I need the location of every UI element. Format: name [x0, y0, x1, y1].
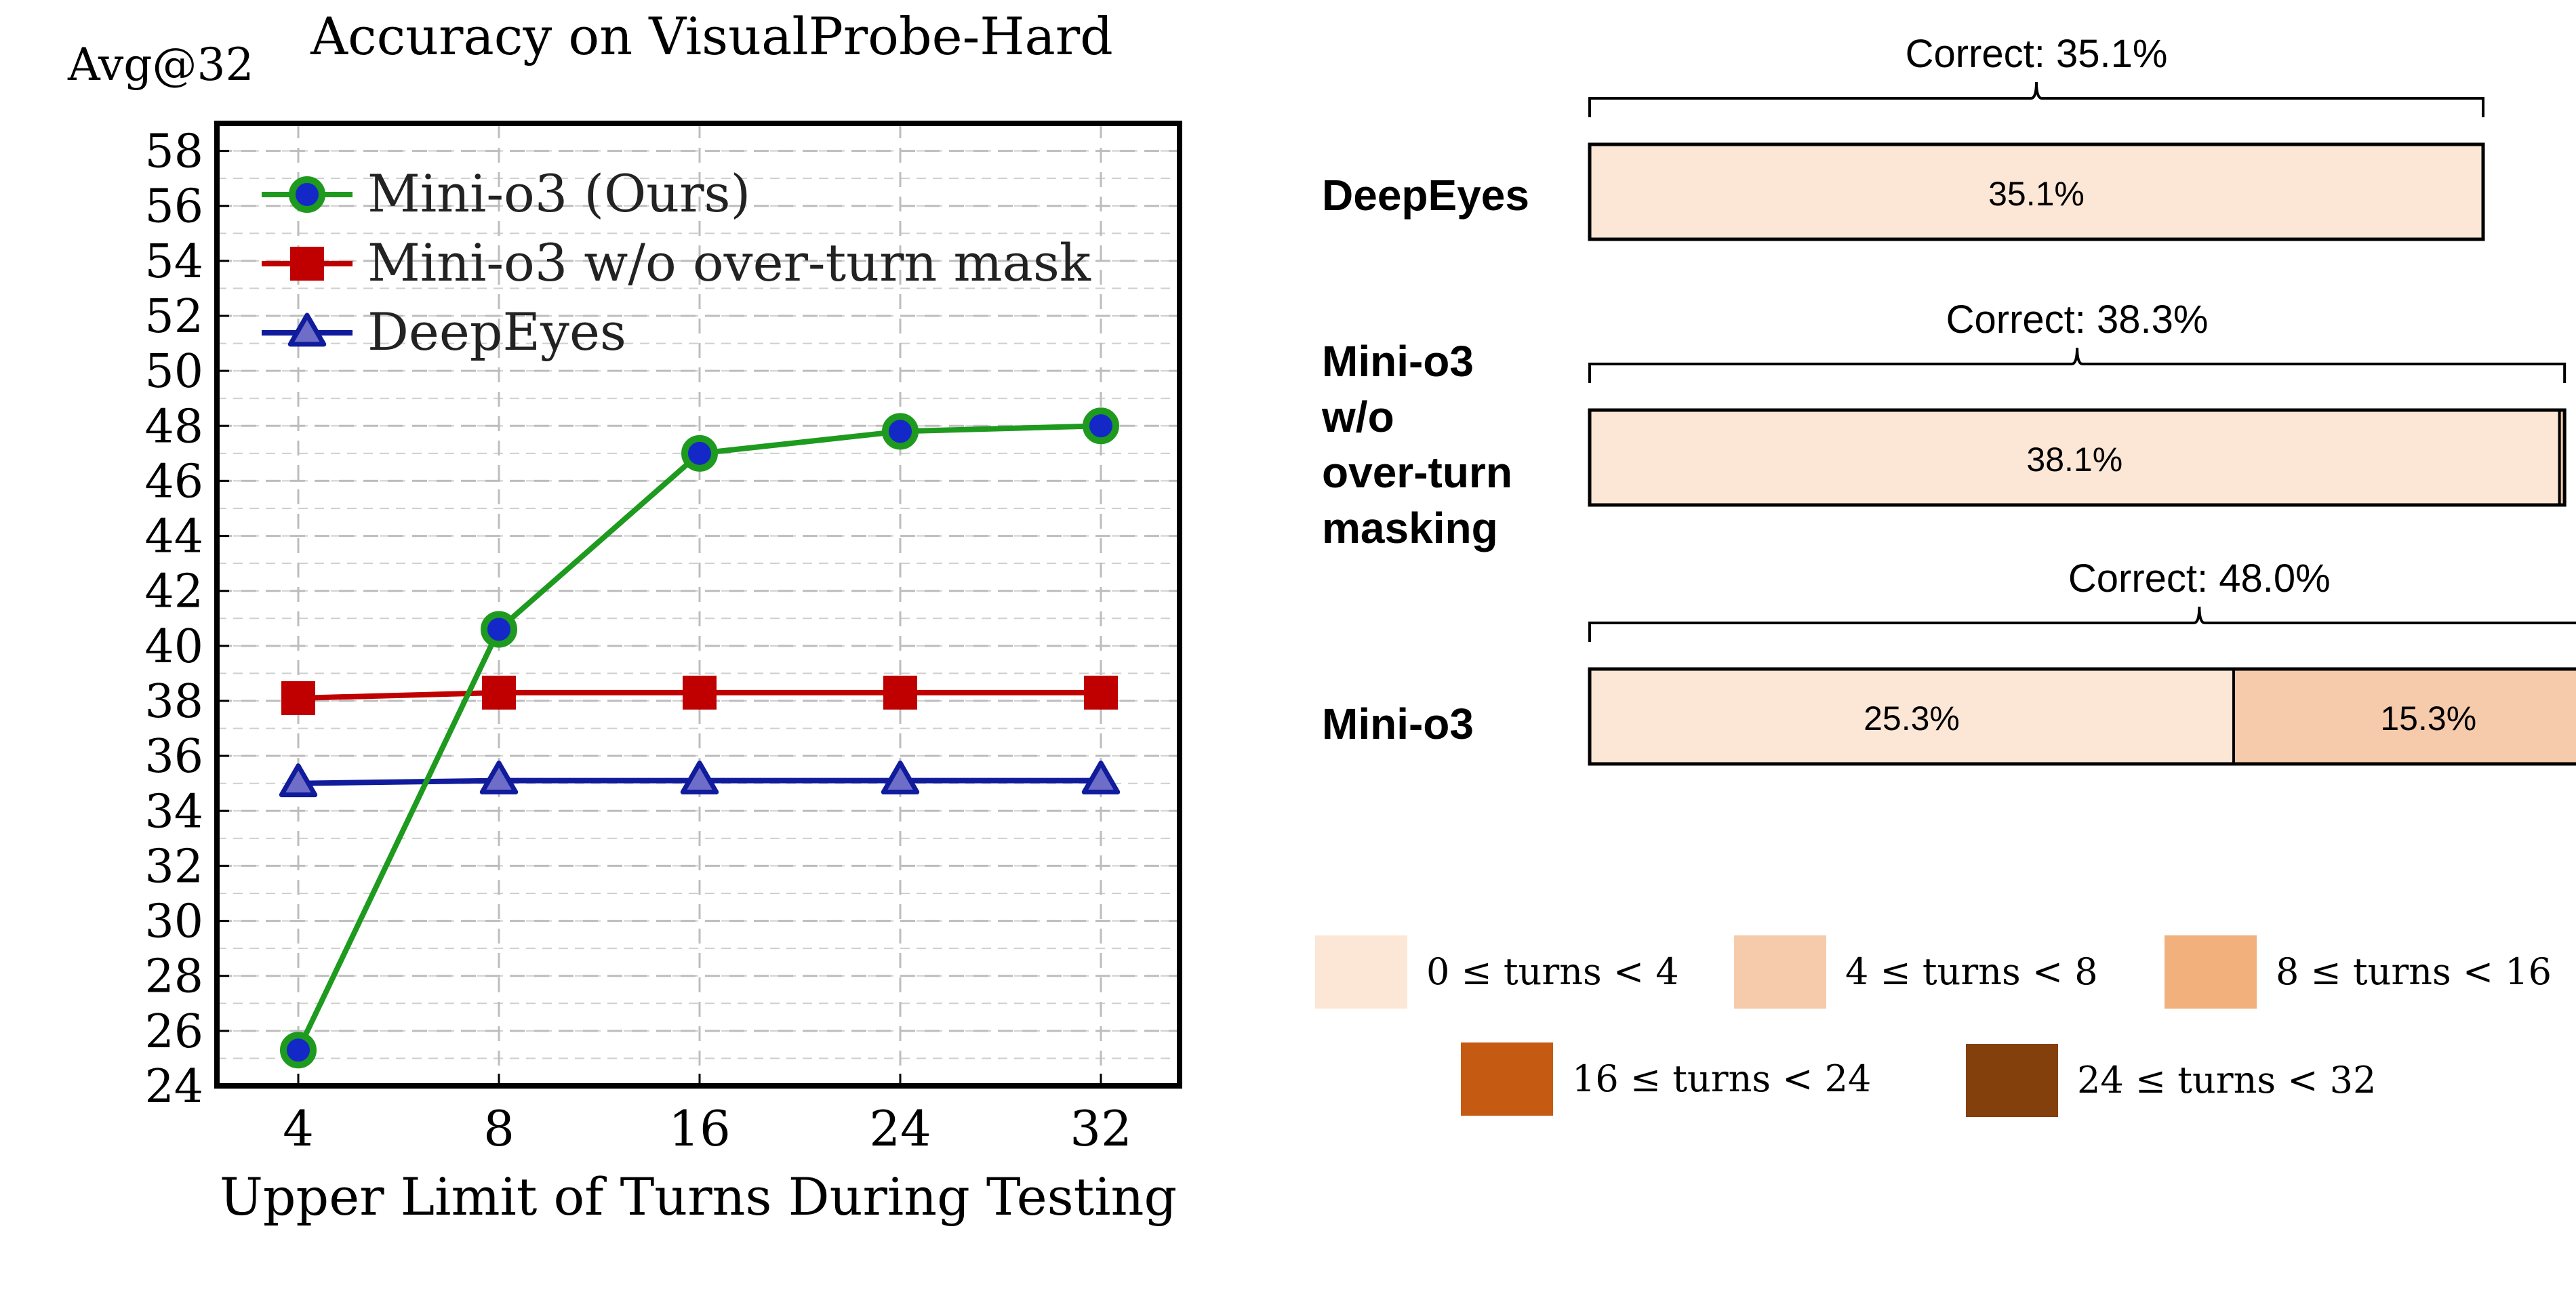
series-circle — [280, 407, 1119, 1069]
y-tick-label: 32 — [144, 840, 203, 893]
legend-marker — [289, 176, 325, 213]
y-tick-label: 48 — [144, 400, 203, 453]
bar-legend-item: 16 ≤ turns < 24 — [1461, 1042, 1871, 1116]
category-label: masking — [1322, 504, 1498, 552]
bar-legend-swatch — [1734, 935, 1826, 1009]
legend-label: DeepEyes — [367, 302, 626, 362]
y-tick-label: 46 — [144, 455, 203, 508]
y-tick-label: 24 — [144, 1060, 203, 1114]
y-tick-label: 34 — [144, 785, 203, 838]
bar-legend-swatch — [1461, 1042, 1553, 1116]
data-point — [883, 675, 917, 710]
segment-label: 25.3% — [1864, 700, 1960, 737]
data-point — [881, 761, 920, 795]
data-point — [683, 675, 717, 710]
series-lines — [279, 407, 1121, 1069]
y-tick-label: 42 — [144, 565, 203, 619]
legend-marker — [290, 247, 324, 281]
x-tick-label: 16 — [668, 1100, 731, 1157]
data-point — [280, 1032, 317, 1069]
category-label: w/o — [1321, 392, 1394, 441]
correct-label: Correct: 35.1% — [1906, 32, 2168, 76]
bar-legend-swatch — [2165, 935, 2257, 1009]
bar-legend-item: 4 ≤ turns < 8 — [1734, 935, 2098, 1009]
y-tick-label: 56 — [144, 180, 203, 234]
line-chart: Accuracy on VisualProbe-Hard Avg@32 2426… — [67, 6, 1182, 1227]
data-point — [281, 681, 315, 715]
legend-label: Mini-o3 (Ours) — [367, 163, 750, 224]
y-tick-label: 52 — [144, 290, 203, 344]
x-tick-label: 8 — [483, 1100, 515, 1157]
data-point — [1081, 761, 1121, 795]
line-chart-title: Accuracy on VisualProbe-Hard — [310, 6, 1113, 66]
category-label: Mini-o3 — [1322, 337, 1474, 386]
segment-label: 38.1% — [2026, 441, 2122, 479]
y-tick-label: 44 — [144, 510, 203, 564]
y-tick-label: 40 — [144, 620, 203, 674]
data-point — [1083, 407, 1119, 445]
correct-label: Correct: 48.0% — [2068, 556, 2331, 601]
category-label: Mini-o3 — [1322, 700, 1474, 748]
y-tick-label: 38 — [144, 675, 203, 729]
y-tick-label: 58 — [144, 125, 203, 179]
line-legend: Mini-o3 (Ours) Mini-o3 w/o over-turn mask… — [262, 163, 1091, 362]
bar-outline — [1588, 667, 2576, 766]
data-point — [882, 413, 919, 450]
bar-legend-label: 16 ≤ turns < 24 — [1572, 1057, 1871, 1100]
data-point — [680, 761, 719, 795]
data-point — [681, 434, 718, 472]
y-tick-label: 36 — [144, 730, 203, 784]
bar-row: Correct: 48.0%25.3%15.3%6.4%0.8%0.1%Mini… — [1322, 556, 2576, 766]
y-tick-label: 54 — [144, 235, 203, 289]
segment-label: 15.3% — [2380, 700, 2476, 737]
data-point — [481, 611, 517, 648]
bar-row: Correct: 38.3%38.1%0.2%Mini-o3w/oover-tu… — [1321, 298, 2567, 552]
bar-outline — [1588, 142, 2485, 241]
bar-row: Correct: 35.1% 35.1% DeepEyes — [1322, 32, 2485, 241]
y-axis-label: Avg@32 — [67, 39, 254, 91]
x-tick-label: 32 — [1070, 1100, 1132, 1157]
correct-label: Correct: 38.3% — [1946, 298, 2209, 342]
legend-label: Mini-o3 w/o over-turn mask — [367, 232, 1091, 293]
stacked-bar-chart: Correct: 35.1% 35.1% DeepEyes Correct: 38.3… — [1321, 32, 2576, 766]
x-tick-label: 4 — [283, 1100, 314, 1157]
category-label: over-turn — [1322, 448, 1512, 497]
category-label: DeepEyes — [1322, 171, 1529, 220]
bar-outline — [1588, 408, 2567, 507]
bar-legend-label: 0 ≤ turns < 4 — [1426, 950, 1679, 993]
y-tick-label: 50 — [144, 345, 203, 399]
y-tick-label: 26 — [144, 1005, 203, 1059]
bracket — [1588, 81, 2484, 117]
bar-legend-item: 8 ≤ turns < 16 — [2165, 935, 2552, 1009]
bar-legend: 0 ≤ turns < 4 4 ≤ turns < 8 8 ≤ turns < 16… — [1315, 935, 2552, 1117]
series-square — [281, 675, 1118, 715]
data-point — [1084, 675, 1118, 710]
data-point — [279, 763, 318, 798]
bar-legend-item: 0 ≤ turns < 4 — [1315, 935, 1679, 1009]
data-point — [479, 761, 519, 795]
data-point — [482, 675, 516, 710]
series-triangle — [279, 761, 1121, 798]
bar-legend-swatch — [1966, 1044, 2058, 1117]
plot-frame — [214, 121, 1182, 1089]
bar-legend-item: 24 ≤ turns < 32 — [1966, 1044, 2376, 1117]
bar-legend-label: 8 ≤ turns < 16 — [2276, 950, 2552, 993]
bar-legend-label: 24 ≤ turns < 32 — [2077, 1059, 2376, 1101]
bar-legend-label: 4 ≤ turns < 8 — [1845, 950, 2098, 993]
bar-segment — [1588, 668, 2236, 765]
x-tick-labels: 4 8 16 24 32 — [283, 1074, 1132, 1157]
bracket — [1588, 606, 2576, 642]
y-tick-label: 28 — [144, 950, 203, 1004]
bar-legend-swatch — [1315, 935, 1407, 1009]
x-axis-label: Upper Limit of Turns During Testing — [220, 1167, 1177, 1227]
segment-label: 35.1% — [1988, 175, 2085, 213]
legend-marker — [287, 312, 327, 347]
x-tick-label: 24 — [869, 1100, 931, 1157]
y-tick-label: 30 — [144, 895, 203, 949]
bracket — [1588, 347, 2567, 383]
